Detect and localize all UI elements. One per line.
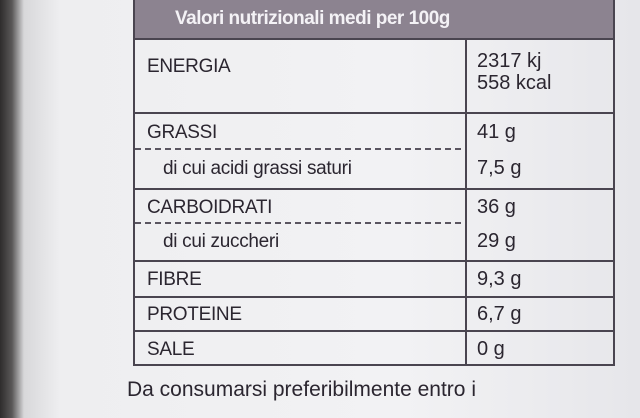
dashed-divider bbox=[135, 222, 461, 224]
table-row: PROTEINE 6,7 g bbox=[135, 296, 613, 330]
table-row: GRASSI 41 g bbox=[135, 112, 613, 150]
column-divider bbox=[465, 38, 467, 364]
nutrient-label: di cui zuccheri bbox=[163, 231, 279, 252]
nutrient-label: GRASSI bbox=[147, 122, 217, 143]
footer-text: Da consumarsi preferibilmente entro i bbox=[127, 378, 476, 401]
nutrient-value: 41 g bbox=[477, 121, 516, 143]
nutrient-value: 0 g bbox=[477, 338, 505, 360]
nutrient-value: 6,7 g bbox=[477, 303, 522, 325]
nutrient-value: 7,5 g bbox=[477, 157, 522, 179]
nutrient-value: 36 g bbox=[477, 196, 516, 218]
table-row: FIBRE 9,3 g bbox=[135, 260, 613, 296]
dashed-divider bbox=[135, 148, 461, 150]
nutrient-label: di cui acidi grassi saturi bbox=[163, 158, 352, 179]
table-row: ENERGIA 2317 kj 558 kcal bbox=[135, 38, 613, 112]
nutrition-table: Valori nutrizionali medi per 100g ENERGI… bbox=[133, 0, 615, 366]
nutrient-label: CARBOIDRATI bbox=[147, 197, 273, 218]
nutrient-value: 29 g bbox=[477, 230, 516, 252]
table-row: di cui zuccheri 29 g bbox=[135, 222, 613, 260]
nutrient-label: PROTEINE bbox=[147, 304, 242, 325]
table-row: SALE 0 g bbox=[135, 330, 613, 366]
table-row: di cui acidi grassi saturi 7,5 g bbox=[135, 148, 613, 188]
nutrient-value: 558 kcal bbox=[477, 72, 552, 94]
table-row: CARBOIDRATI 36 g bbox=[135, 188, 613, 224]
nutrient-label: SALE bbox=[147, 339, 195, 360]
nutrient-value: 2317 kj bbox=[477, 50, 542, 72]
table-header: Valori nutrizionali medi per 100g bbox=[135, 0, 613, 38]
nutrient-label: ENERGIA bbox=[147, 56, 231, 77]
nutrient-value: 9,3 g bbox=[477, 268, 522, 290]
nutrient-label: FIBRE bbox=[147, 269, 202, 290]
